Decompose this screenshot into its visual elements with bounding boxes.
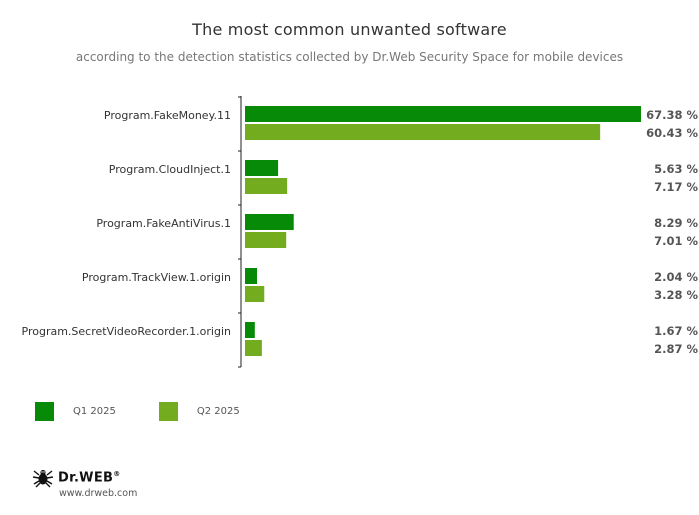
logo-text: Dr.WEB®	[58, 470, 121, 485]
data-label: 2.04 %	[654, 270, 698, 284]
category-label: Program.SecretVideoRecorder.1.origin	[22, 325, 232, 338]
legend-item-q2: Q2 2025	[158, 402, 240, 421]
legend-swatch-q1	[35, 402, 54, 421]
bar	[245, 106, 641, 122]
chart-title: The most common unwanted software	[192, 20, 507, 39]
category-label: Program.TrackView.1.origin	[82, 271, 231, 284]
bar	[245, 340, 262, 356]
data-label: 7.17 %	[654, 180, 698, 194]
bar	[245, 160, 279, 176]
category-label: Program.CloudInject.1	[109, 163, 231, 176]
data-label: 5.63 %	[654, 162, 698, 176]
legend-swatch-q2	[158, 402, 178, 421]
bar	[245, 124, 601, 140]
category-label: Program.FakeMoney.11	[104, 109, 231, 122]
spider-icon	[32, 469, 54, 488]
data-label: 3.28 %	[654, 288, 698, 302]
logo-url: www.drweb.com	[59, 488, 138, 499]
legend-label-q2: Q2 2025	[196, 406, 240, 417]
data-label: 1.67 %	[654, 324, 698, 338]
registered-mark: ®	[113, 470, 121, 479]
bar-chart: Program.FakeMoney.11 67.38 % 60.43 % Progra…	[22, 96, 698, 368]
legend-item-q1: Q1 2025	[35, 402, 116, 421]
data-label: 60.43 %	[646, 126, 698, 140]
data-label: 8.29 %	[654, 216, 698, 230]
legend-label-q1: Q1 2025	[73, 406, 116, 417]
logo-wordmark: Dr.WEB	[58, 470, 114, 486]
data-label: 2.87 %	[654, 342, 698, 356]
bar	[245, 178, 288, 194]
chart-subtitle: according to the detection statistics co…	[75, 50, 624, 64]
legend: Q1 2025 Q2 2025	[35, 402, 283, 421]
bar	[245, 214, 294, 230]
bar	[245, 232, 287, 248]
data-label: 7.01 %	[654, 234, 698, 248]
drweb-logo: Dr.WEB®	[32, 468, 121, 488]
bar	[245, 286, 265, 302]
bar	[245, 268, 257, 284]
category-label: Program.FakeAntiVirus.1	[96, 217, 231, 230]
data-label: 67.38 %	[646, 108, 698, 122]
bar	[245, 322, 255, 338]
